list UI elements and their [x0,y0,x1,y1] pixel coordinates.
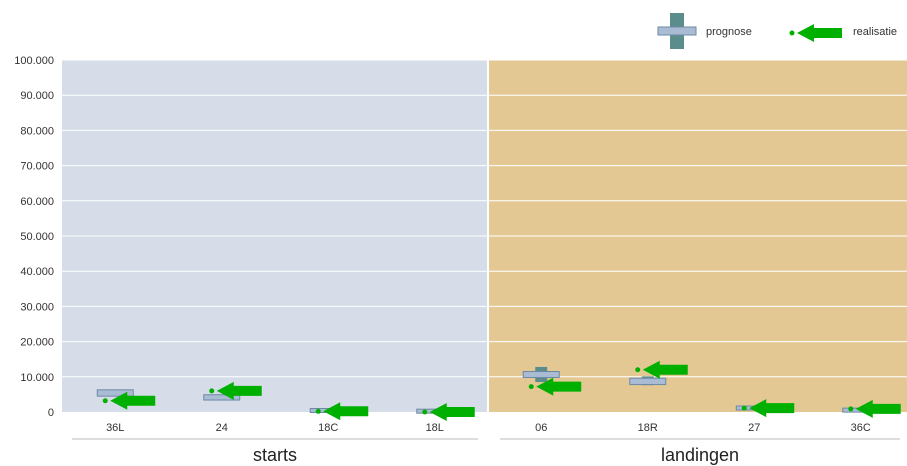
legend-realisatie-label: realisatie [853,26,897,38]
gridlines [62,59,907,378]
realisatie-arrow [749,399,795,418]
y-tick-label: 90.000 [20,90,54,102]
y-tick-label: 60.000 [20,196,54,208]
range-bar-icon-box [657,26,697,36]
green-arrow-icon-dot [789,30,795,36]
realisatie-point [741,405,747,411]
y-tick-label: 100.000 [14,55,54,67]
y-tick-label: 20.000 [20,337,54,349]
realisatie-arrow [642,360,688,379]
prognose-box [96,389,134,397]
realisatie-arrow [216,381,262,400]
realisatie-arrows [102,360,901,421]
y-tick-label: 50.000 [20,231,54,243]
legend-realisatie[interactable]: realisatie [789,24,898,42]
realisatie-arrow [855,399,901,418]
x-tick-label: 18L [426,422,444,434]
realisatie-arrow [536,377,582,396]
prognose-box [203,394,241,401]
y-tick-label: 30.000 [20,301,54,313]
x-tick-label: 18C [318,422,338,434]
legend-prognose[interactable]: prognose [657,13,752,49]
x-tick-label: 18R [638,422,658,434]
realisatie-point [528,384,534,390]
y-tick-label: 40.000 [20,266,54,278]
x-tick-label: 06 [535,422,547,434]
x-tick-label: 36L [106,422,124,434]
realisatie-point [209,388,215,394]
prognose-box [629,377,667,386]
realisatie-point [422,409,428,415]
y-tick-label: 80.000 [20,125,54,137]
realisatie-point [635,367,641,373]
realisatie-point [315,408,321,414]
realisatie-point [102,398,108,404]
realisatie-arrow [429,403,475,421]
y-tick-label: 70.000 [20,161,54,173]
realisatie-arrow [110,391,156,410]
realisatie-arrow [323,402,369,421]
y-tick-label: 0 [48,407,54,419]
y-tick-label: 10.000 [20,372,54,384]
realisatie-point [848,406,854,412]
prognose-box [522,371,560,379]
y-axis: 0 10.000 20.000 30.000 40.000 50.000 60.000 70.… [14,55,54,419]
legend-prognose-label: prognose [706,26,752,38]
x-axis: 36L 24 18C 18L 06 18R 27 36C starts landingen [72,422,900,465]
group-label: landingen [661,445,739,465]
x-tick-label: 36C [851,422,871,434]
x-tick-label: 27 [748,422,760,434]
legend: prognose realisatie [657,13,898,49]
x-tick-label: 24 [216,422,228,434]
group-label: starts [253,445,297,465]
green-arrow-icon [797,24,842,42]
